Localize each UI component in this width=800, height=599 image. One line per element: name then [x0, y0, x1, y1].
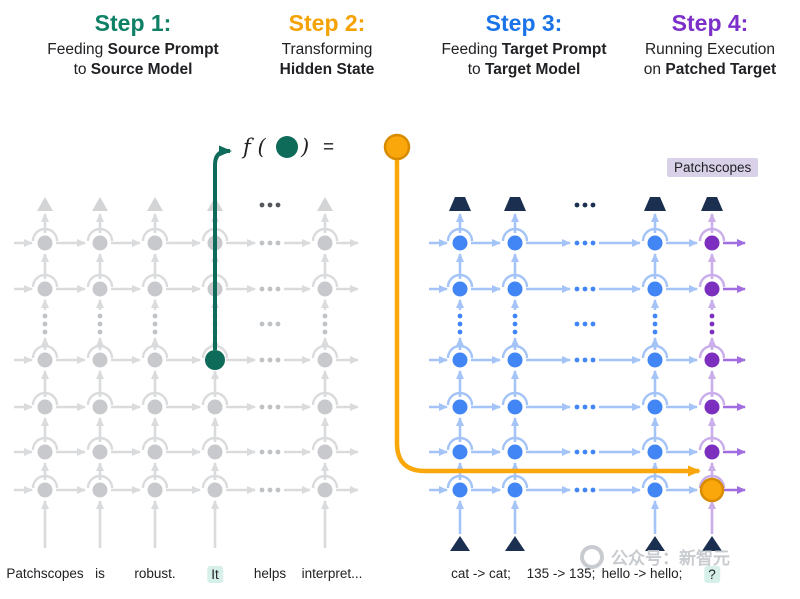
source-model-grid [14, 197, 359, 548]
step-2-header: Step 2: Transforming Hidden State [241, 10, 413, 81]
formula-equals: = [323, 137, 334, 158]
target-model-grid [429, 197, 746, 551]
step-1-title: Step 1: [94, 10, 172, 36]
target-token: cat -> cat; [451, 566, 511, 581]
source-hidden-state-circle [276, 136, 298, 158]
patch-arrows-layer [205, 145, 725, 503]
source-token: interpret... [301, 566, 363, 581]
watermark-text: 公众号：新智元 [611, 549, 730, 568]
patchscopes-tag: Patchscopes [667, 158, 759, 177]
step-1-subtitle-line: Feeding Source Prompt [47, 41, 219, 58]
source-token: helps [253, 566, 287, 581]
patched-target-node [699, 477, 725, 503]
step-3-subtitle-line: to Target Model [467, 61, 581, 79]
source-to-formula-arrow [213, 145, 232, 350]
step-3-title: Step 3: [485, 10, 563, 36]
transform-formula: f ( ) = [241, 133, 411, 161]
source-token: is [95, 566, 105, 581]
target-token: 135 -> 135; [526, 566, 596, 581]
step-2-title: Step 2: [288, 10, 366, 36]
step-3-header: Step 3: Feeding Target Prompt to Target Mo… [419, 10, 629, 81]
source-token: Patchscopes [6, 566, 84, 581]
step-1-subtitle-line: to Source Model [73, 61, 193, 79]
step-2-subtitle-line: Hidden State [279, 61, 375, 79]
step-2-subtitle-line: Transforming [281, 41, 373, 58]
step-4-title: Step 4: [671, 10, 749, 36]
step-4-subtitle-line: on Patched Target [643, 61, 777, 79]
formula-close-paren: ) [300, 135, 309, 159]
step-3-subtitle-line: Feeding Target Prompt [441, 41, 607, 58]
formula-to-target-arrow [394, 159, 701, 477]
formula-f-open: f ( [241, 135, 266, 159]
source-hidden-state-node [205, 350, 225, 370]
target-token: hello -> hello; [601, 566, 683, 581]
watermark: 公众号：新智元 [580, 544, 730, 569]
target-token: ? [704, 566, 720, 583]
source-token: It [207, 566, 223, 583]
source-token: robust. [134, 566, 176, 581]
step-4-header: Step 4: Running Execution on Patched Targe… [622, 10, 798, 81]
step-4-subtitle-line: Running Execution [644, 41, 776, 58]
watermark-logo-icon [580, 544, 604, 569]
step-1-header: Step 1: Feeding Source Prompt to Source Mo… [25, 10, 241, 81]
patched-hidden-state-circle [383, 133, 411, 161]
